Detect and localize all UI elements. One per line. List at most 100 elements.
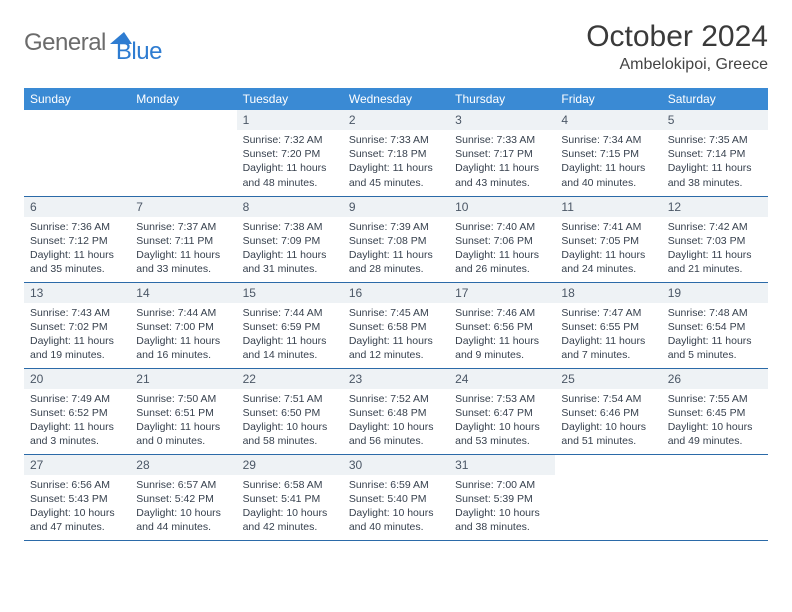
- detail-line: Daylight: 10 hours: [668, 420, 762, 434]
- calendar-cell: 8Sunrise: 7:38 AMSunset: 7:09 PMDaylight…: [237, 196, 343, 282]
- detail-line: and 35 minutes.: [30, 262, 124, 276]
- calendar-cell: 29Sunrise: 6:58 AMSunset: 5:41 PMDayligh…: [237, 454, 343, 540]
- detail-line: Daylight: 11 hours: [349, 161, 443, 175]
- detail-line: and 56 minutes.: [349, 434, 443, 448]
- day-number: 20: [24, 369, 130, 389]
- detail-line: Daylight: 10 hours: [455, 506, 549, 520]
- day-details: Sunrise: 6:59 AMSunset: 5:40 PMDaylight:…: [343, 475, 449, 539]
- detail-line: and 44 minutes.: [136, 520, 230, 534]
- detail-line: and 9 minutes.: [455, 348, 549, 362]
- calendar-cell: [130, 110, 236, 196]
- detail-line: Daylight: 11 hours: [455, 334, 549, 348]
- day-number: [130, 110, 236, 116]
- detail-line: and 12 minutes.: [349, 348, 443, 362]
- detail-line: and 42 minutes.: [243, 520, 337, 534]
- day-details: Sunrise: 7:50 AMSunset: 6:51 PMDaylight:…: [130, 389, 236, 453]
- calendar-cell: 3Sunrise: 7:33 AMSunset: 7:17 PMDaylight…: [449, 110, 555, 196]
- detail-line: and 3 minutes.: [30, 434, 124, 448]
- calendar-cell: 14Sunrise: 7:44 AMSunset: 7:00 PMDayligh…: [130, 282, 236, 368]
- day-details: Sunrise: 7:33 AMSunset: 7:18 PMDaylight:…: [343, 130, 449, 194]
- day-number: 23: [343, 369, 449, 389]
- detail-line: Sunrise: 7:54 AM: [561, 392, 655, 406]
- detail-line: and 19 minutes.: [30, 348, 124, 362]
- detail-line: Sunrise: 7:52 AM: [349, 392, 443, 406]
- detail-line: and 7 minutes.: [561, 348, 655, 362]
- calendar-cell: 4Sunrise: 7:34 AMSunset: 7:15 PMDaylight…: [555, 110, 661, 196]
- day-number: 27: [24, 455, 130, 475]
- detail-line: Sunset: 5:41 PM: [243, 492, 337, 506]
- day-number: 31: [449, 455, 555, 475]
- detail-line: Sunrise: 7:41 AM: [561, 220, 655, 234]
- logo: General Blue: [24, 20, 162, 66]
- day-details: Sunrise: 7:38 AMSunset: 7:09 PMDaylight:…: [237, 217, 343, 281]
- detail-line: and 28 minutes.: [349, 262, 443, 276]
- calendar-cell: [555, 454, 661, 540]
- day-details: Sunrise: 7:49 AMSunset: 6:52 PMDaylight:…: [24, 389, 130, 453]
- detail-line: Daylight: 10 hours: [455, 420, 549, 434]
- day-number: 19: [662, 283, 768, 303]
- calendar-cell: 13Sunrise: 7:43 AMSunset: 7:02 PMDayligh…: [24, 282, 130, 368]
- detail-line: and 31 minutes.: [243, 262, 337, 276]
- detail-line: Sunrise: 7:47 AM: [561, 306, 655, 320]
- calendar-cell: 28Sunrise: 6:57 AMSunset: 5:42 PMDayligh…: [130, 454, 236, 540]
- calendar-cell: 10Sunrise: 7:40 AMSunset: 7:06 PMDayligh…: [449, 196, 555, 282]
- location-label: Ambelokipoi, Greece: [586, 56, 768, 74]
- detail-line: Daylight: 11 hours: [136, 334, 230, 348]
- detail-line: Daylight: 11 hours: [30, 248, 124, 262]
- day-details: Sunrise: 7:39 AMSunset: 7:08 PMDaylight:…: [343, 217, 449, 281]
- calendar-cell: 2Sunrise: 7:33 AMSunset: 7:18 PMDaylight…: [343, 110, 449, 196]
- calendar-cell: 9Sunrise: 7:39 AMSunset: 7:08 PMDaylight…: [343, 196, 449, 282]
- detail-line: Sunrise: 7:40 AM: [455, 220, 549, 234]
- calendar-week-row: 27Sunrise: 6:56 AMSunset: 5:43 PMDayligh…: [24, 454, 768, 540]
- detail-line: Sunrise: 7:34 AM: [561, 133, 655, 147]
- detail-line: Daylight: 11 hours: [561, 248, 655, 262]
- day-details: Sunrise: 7:42 AMSunset: 7:03 PMDaylight:…: [662, 217, 768, 281]
- detail-line: Sunset: 6:50 PM: [243, 406, 337, 420]
- calendar-cell: 18Sunrise: 7:47 AMSunset: 6:55 PMDayligh…: [555, 282, 661, 368]
- detail-line: Sunset: 7:12 PM: [30, 234, 124, 248]
- day-number: 5: [662, 110, 768, 130]
- day-details: Sunrise: 7:32 AMSunset: 7:20 PMDaylight:…: [237, 130, 343, 194]
- detail-line: and 40 minutes.: [349, 520, 443, 534]
- day-number: 18: [555, 283, 661, 303]
- day-details: Sunrise: 7:36 AMSunset: 7:12 PMDaylight:…: [24, 217, 130, 281]
- detail-line: Daylight: 11 hours: [243, 334, 337, 348]
- detail-line: and 58 minutes.: [243, 434, 337, 448]
- detail-line: Sunset: 7:05 PM: [561, 234, 655, 248]
- day-number: 29: [237, 455, 343, 475]
- detail-line: Sunset: 5:43 PM: [30, 492, 124, 506]
- calendar-cell: 20Sunrise: 7:49 AMSunset: 6:52 PMDayligh…: [24, 368, 130, 454]
- calendar-cell: 16Sunrise: 7:45 AMSunset: 6:58 PMDayligh…: [343, 282, 449, 368]
- calendar-cell: 1Sunrise: 7:32 AMSunset: 7:20 PMDaylight…: [237, 110, 343, 196]
- calendar-cell: 27Sunrise: 6:56 AMSunset: 5:43 PMDayligh…: [24, 454, 130, 540]
- detail-line: Sunrise: 7:55 AM: [668, 392, 762, 406]
- detail-line: Sunset: 7:14 PM: [668, 147, 762, 161]
- day-number: [24, 110, 130, 116]
- detail-line: Sunrise: 7:48 AM: [668, 306, 762, 320]
- detail-line: Daylight: 11 hours: [455, 161, 549, 175]
- day-details: Sunrise: 6:58 AMSunset: 5:41 PMDaylight:…: [237, 475, 343, 539]
- calendar-cell: 22Sunrise: 7:51 AMSunset: 6:50 PMDayligh…: [237, 368, 343, 454]
- day-number: 13: [24, 283, 130, 303]
- detail-line: Sunrise: 7:46 AM: [455, 306, 549, 320]
- detail-line: Daylight: 11 hours: [455, 248, 549, 262]
- day-number: 6: [24, 197, 130, 217]
- detail-line: and 49 minutes.: [668, 434, 762, 448]
- day-number: 8: [237, 197, 343, 217]
- detail-line: Daylight: 11 hours: [30, 420, 124, 434]
- day-number: [555, 455, 661, 461]
- detail-line: and 40 minutes.: [561, 176, 655, 190]
- day-details: Sunrise: 7:40 AMSunset: 7:06 PMDaylight:…: [449, 217, 555, 281]
- detail-line: Daylight: 11 hours: [668, 161, 762, 175]
- day-details: Sunrise: 7:46 AMSunset: 6:56 PMDaylight:…: [449, 303, 555, 367]
- detail-line: Sunset: 7:08 PM: [349, 234, 443, 248]
- day-number: 10: [449, 197, 555, 217]
- day-number: 28: [130, 455, 236, 475]
- day-header: Monday: [130, 88, 236, 110]
- detail-line: Daylight: 11 hours: [30, 334, 124, 348]
- detail-line: Sunrise: 7:37 AM: [136, 220, 230, 234]
- page-title: October 2024: [586, 20, 768, 54]
- day-number: 1: [237, 110, 343, 130]
- detail-line: and 21 minutes.: [668, 262, 762, 276]
- detail-line: Sunrise: 7:45 AM: [349, 306, 443, 320]
